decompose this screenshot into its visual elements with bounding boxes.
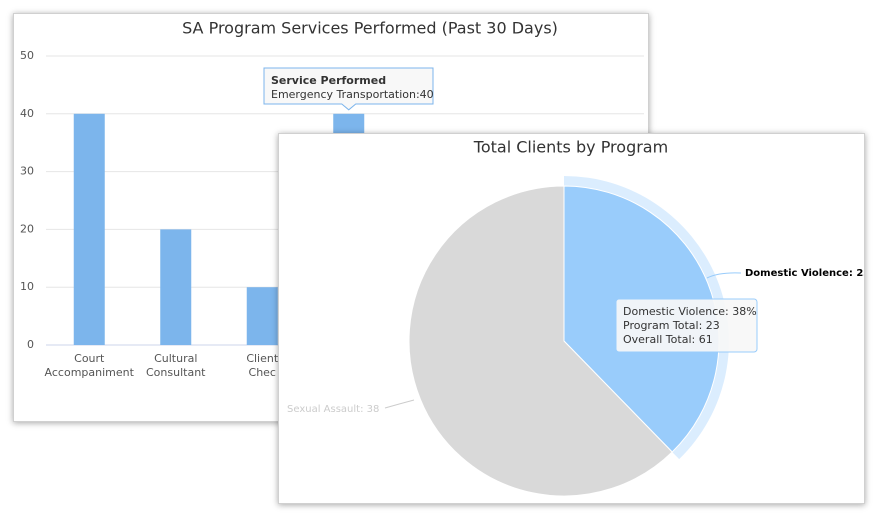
x-tick-label-line: Accompaniment <box>45 366 135 379</box>
x-tick-label-line: Cultural <box>154 352 197 365</box>
tooltip-box <box>615 298 758 353</box>
y-tick-label: 50 <box>20 49 34 62</box>
x-tick-label: Cultural Consultant <box>146 352 206 379</box>
y-tick-label: 20 <box>20 222 34 235</box>
y-tick-label: 10 <box>20 280 34 293</box>
tooltip-title: Service Performed <box>271 74 386 87</box>
x-tick-label-line: Court <box>74 352 105 365</box>
chart-title: Total Clients by Program <box>473 138 668 157</box>
tooltip-text: Emergency Transportation:40 <box>271 88 434 101</box>
pie-slice <box>408 185 673 497</box>
pie-chart: Total Clients by Program Domestic Violen… <box>287 138 864 497</box>
x-tick-label-line: Consultant <box>146 366 206 379</box>
x-tick-label: Client Chec <box>246 352 279 379</box>
data-label: Domestic Violence: 23 <box>745 268 864 279</box>
tooltip-line: Program Total: 23 <box>623 319 720 332</box>
x-tick-label: Court Accompaniment <box>45 352 135 379</box>
tooltip-line: Overall Total: 61 <box>623 333 713 346</box>
connector <box>706 272 742 279</box>
tooltip: Domestic Violence: 38%Program Total: 23O… <box>615 298 758 353</box>
x-tick-label-line: Chec <box>249 366 276 379</box>
chart-title: SA Program Services Performed (Past 30 D… <box>182 19 558 38</box>
y-tick-label: 30 <box>20 165 34 178</box>
y-tick-label: 0 <box>27 338 34 351</box>
pie-card: Total Clients by Program Domestic Violen… <box>278 133 865 504</box>
tooltip-line: Domestic Violence: 38% <box>623 305 757 318</box>
y-tick-label: 40 <box>20 107 34 120</box>
bar <box>73 113 105 345</box>
bar <box>246 287 278 345</box>
bar <box>160 229 192 345</box>
x-tick-label-line: Client <box>246 352 279 365</box>
connector <box>384 399 415 409</box>
data-label: Sexual Assault: 38 <box>287 404 379 415</box>
tooltip-box <box>263 67 434 111</box>
